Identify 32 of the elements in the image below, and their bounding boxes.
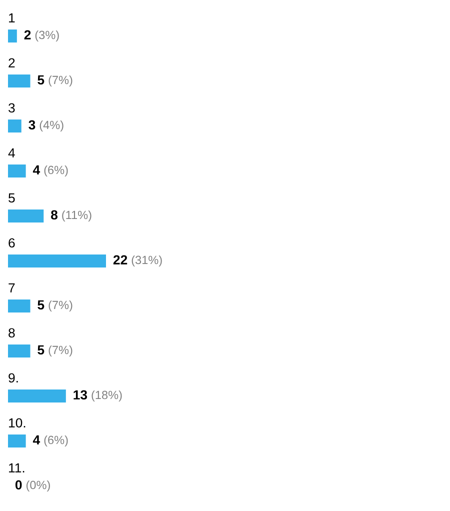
y-tick-label: 7 bbox=[8, 283, 15, 292]
bar bbox=[8, 344, 30, 358]
y-tick-label: 8 bbox=[8, 328, 15, 338]
bar bbox=[8, 254, 106, 268]
data-label: 4 (6%) bbox=[32, 165, 68, 176]
data-label: 5 (7%) bbox=[38, 75, 72, 86]
data-label: 3 (4%) bbox=[28, 120, 64, 132]
y-tick-label: 9. bbox=[8, 373, 18, 383]
y-tick-label: 3 bbox=[8, 103, 15, 113]
data-label: 0 (0%) bbox=[15, 480, 50, 492]
data-label: 5 (7%) bbox=[38, 300, 72, 312]
bar bbox=[8, 300, 30, 312]
y-tick-label: 10. bbox=[9, 418, 26, 428]
data-label: 2 (3%) bbox=[24, 30, 59, 42]
bar bbox=[8, 434, 26, 448]
data-label: 5 (7%) bbox=[38, 345, 72, 356]
bar bbox=[8, 390, 66, 402]
y-tick-label: 11. bbox=[9, 463, 24, 472]
bar bbox=[8, 74, 30, 88]
bar bbox=[8, 120, 22, 132]
y-tick-label: 5 bbox=[8, 193, 15, 203]
data-label: 13 (18%) bbox=[74, 390, 122, 402]
bar bbox=[8, 210, 44, 222]
data-label: 22 (31%) bbox=[113, 255, 162, 266]
y-tick-label: 6 bbox=[8, 238, 15, 248]
bar bbox=[8, 164, 26, 178]
y-tick-label: 4 bbox=[8, 148, 15, 158]
data-label: 4 (6%) bbox=[32, 435, 68, 446]
data-label: 8 (11%) bbox=[51, 210, 92, 222]
y-tick-label: 2 bbox=[8, 58, 15, 68]
bar bbox=[8, 30, 17, 42]
y-tick-label: 1 bbox=[9, 13, 15, 22]
